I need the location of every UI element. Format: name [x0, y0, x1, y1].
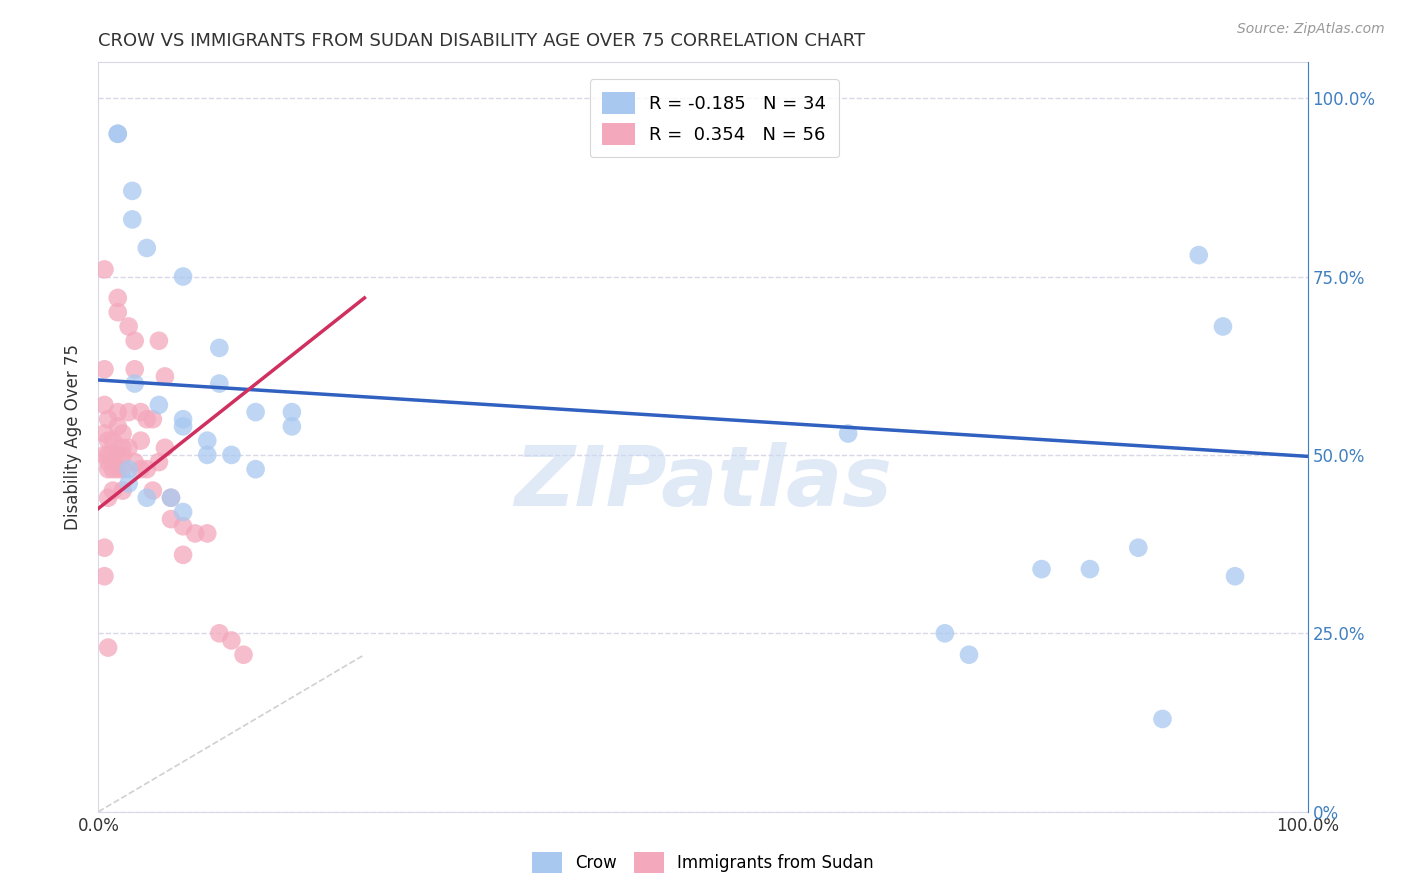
Point	[101, 448, 124, 462]
Point	[221, 633, 243, 648]
Point	[93, 541, 115, 555]
Point	[111, 462, 134, 476]
Point	[111, 448, 134, 462]
Point	[172, 548, 194, 562]
Point	[245, 462, 267, 476]
Point	[172, 505, 194, 519]
Point	[1188, 248, 1211, 262]
Point	[148, 398, 170, 412]
Point	[142, 412, 165, 426]
Point	[957, 648, 980, 662]
Point	[97, 455, 120, 469]
Point	[934, 626, 956, 640]
Point	[148, 455, 170, 469]
Point	[101, 462, 124, 476]
Point	[118, 462, 141, 476]
Point	[148, 334, 170, 348]
Point	[160, 491, 183, 505]
Point	[118, 441, 141, 455]
Point	[195, 434, 218, 448]
Point	[107, 462, 129, 476]
Point	[121, 184, 143, 198]
Point	[221, 448, 243, 462]
Point	[101, 483, 124, 498]
Point	[124, 362, 146, 376]
Point	[135, 491, 157, 505]
Point	[97, 640, 120, 655]
Point	[281, 419, 304, 434]
Point	[93, 398, 115, 412]
Point	[208, 626, 231, 640]
Point	[172, 412, 194, 426]
Point	[135, 462, 157, 476]
Point	[208, 376, 231, 391]
Point	[160, 491, 183, 505]
Point	[118, 476, 141, 491]
Point	[124, 334, 146, 348]
Point	[111, 441, 134, 455]
Point	[153, 369, 176, 384]
Point	[195, 526, 218, 541]
Point	[107, 127, 129, 141]
Point	[1031, 562, 1053, 576]
Point	[121, 212, 143, 227]
Point	[172, 519, 194, 533]
Point	[118, 405, 141, 419]
Point	[172, 419, 194, 434]
Point	[97, 448, 120, 462]
Point	[142, 483, 165, 498]
Y-axis label: Disability Age Over 75: Disability Age Over 75	[65, 344, 83, 530]
Point	[107, 405, 129, 419]
Point	[232, 648, 254, 662]
Point	[107, 291, 129, 305]
Point	[97, 462, 120, 476]
Point	[101, 455, 124, 469]
Point	[281, 405, 304, 419]
Point	[93, 262, 115, 277]
Legend: Crow, Immigrants from Sudan: Crow, Immigrants from Sudan	[526, 846, 880, 880]
Point	[93, 569, 115, 583]
Point	[107, 448, 129, 462]
Point	[129, 434, 152, 448]
Point	[208, 341, 231, 355]
Point	[195, 448, 218, 462]
Point	[1223, 569, 1246, 583]
Point	[101, 434, 124, 448]
Point	[97, 491, 120, 505]
Text: ZIPatlas: ZIPatlas	[515, 442, 891, 523]
Point	[107, 305, 129, 319]
Point	[837, 426, 859, 441]
Point	[93, 362, 115, 376]
Point	[129, 462, 152, 476]
Point	[129, 405, 152, 419]
Point	[245, 405, 267, 419]
Point	[111, 483, 134, 498]
Point	[172, 269, 194, 284]
Point	[153, 441, 176, 455]
Point	[107, 127, 129, 141]
Point	[111, 426, 134, 441]
Text: CROW VS IMMIGRANTS FROM SUDAN DISABILITY AGE OVER 75 CORRELATION CHART: CROW VS IMMIGRANTS FROM SUDAN DISABILITY…	[98, 32, 866, 50]
Point	[1128, 541, 1150, 555]
Point	[107, 419, 129, 434]
Point	[93, 426, 115, 441]
Point	[97, 434, 120, 448]
Point	[135, 412, 157, 426]
Point	[184, 526, 207, 541]
Text: Source: ZipAtlas.com: Source: ZipAtlas.com	[1237, 22, 1385, 37]
Point	[160, 512, 183, 526]
Point	[1078, 562, 1101, 576]
Point	[124, 455, 146, 469]
Point	[118, 319, 141, 334]
Point	[124, 376, 146, 391]
Point	[97, 412, 120, 426]
Legend: R = -0.185   N = 34, R =  0.354   N = 56: R = -0.185 N = 34, R = 0.354 N = 56	[591, 79, 839, 157]
Point	[135, 241, 157, 255]
Point	[93, 448, 115, 462]
Point	[1152, 712, 1174, 726]
Point	[1212, 319, 1234, 334]
